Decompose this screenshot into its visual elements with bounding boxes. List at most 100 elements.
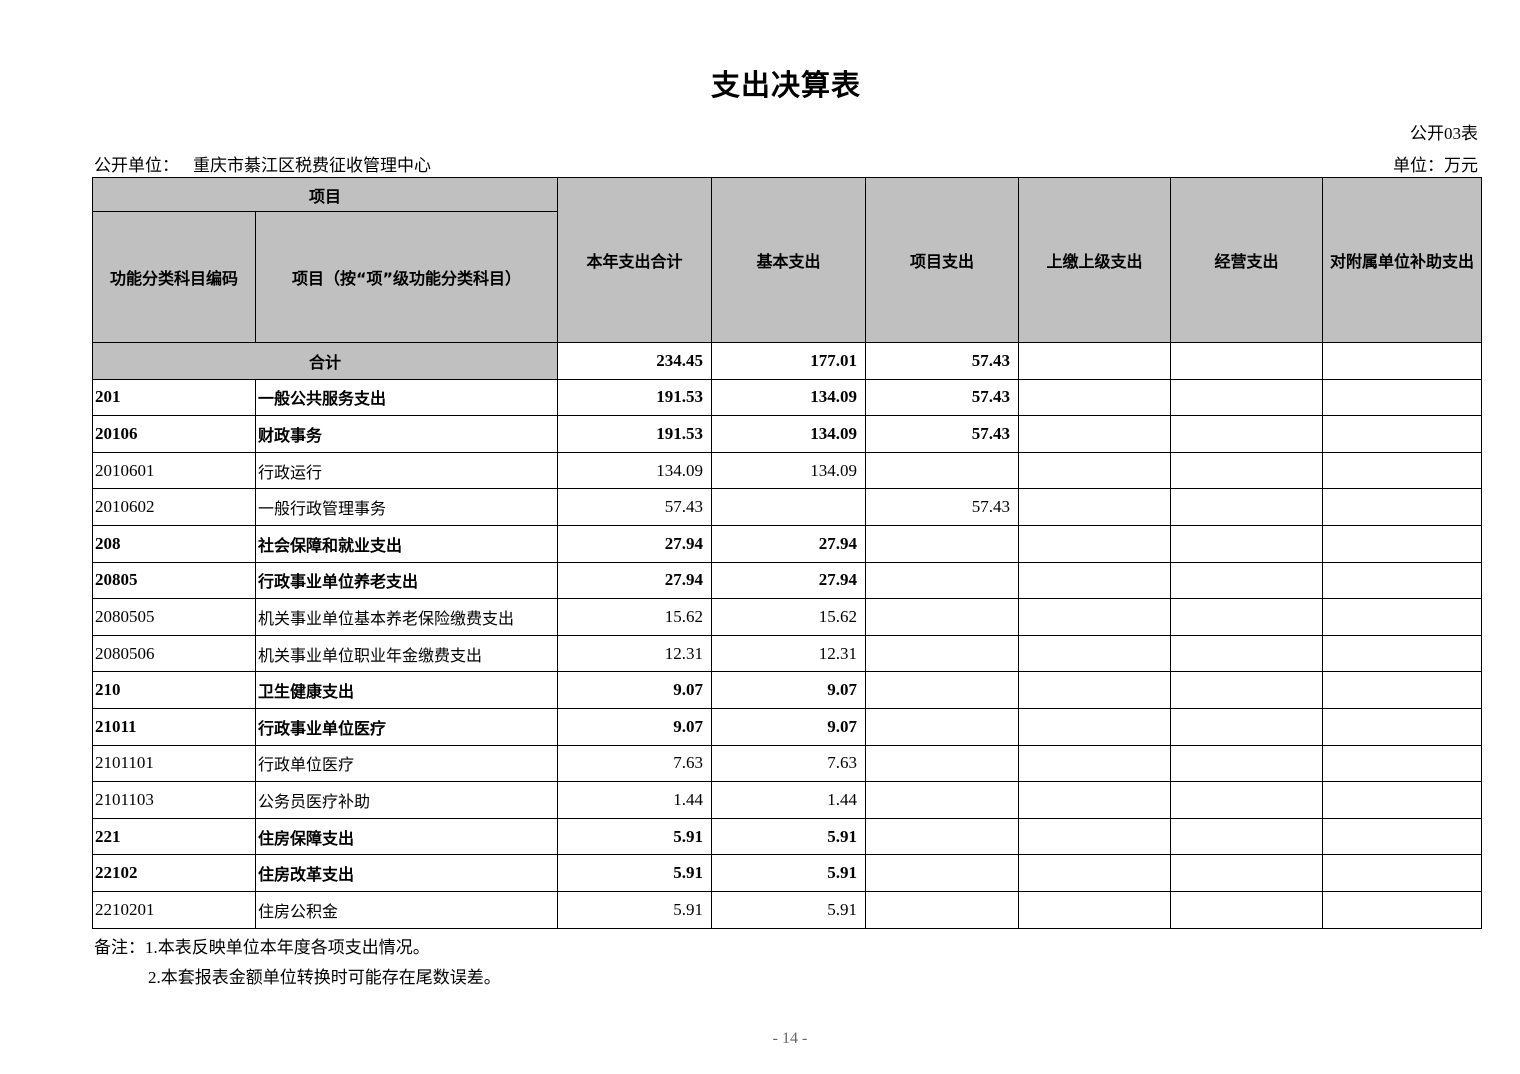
value-cell: 1.44 [557,781,713,819]
header-name: 项目（按“项”级功能分类科目） [254,211,559,343]
value-cell [865,744,1020,783]
table-row: 208 社会保障和就业支出 27.94 27.94 [92,524,1483,563]
header-col: 基本支出 [711,177,867,343]
value-cell [1018,488,1172,526]
value-cell [1322,854,1483,892]
value-cell: 57.43 [865,415,1020,453]
code-cell: 2080505 [92,598,256,636]
value-cell [1322,561,1483,600]
table-row: 2080506 机关事业单位职业年金缴费支出 12.31 12.31 [92,634,1483,673]
code-cell: 20106 [92,415,256,453]
header-col: 经营支出 [1170,177,1324,343]
value-cell [1322,781,1483,819]
total-cell: 177.01 [711,342,867,380]
value-cell: 5.91 [557,817,713,856]
value-cell [1170,707,1324,746]
reporting-unit: 公开单位： 重庆市綦江区税费征收管理中心 [94,151,445,176]
value-cell: 5.91 [557,890,713,929]
name-cell: 公务员医疗补助 [254,781,559,819]
value-cell: 1.44 [711,781,867,819]
value-cell [1322,817,1483,856]
value-cell [1322,707,1483,746]
value-cell: 134.09 [711,451,867,490]
value-cell: 5.91 [711,854,867,892]
value-cell: 27.94 [557,561,713,600]
table-row: 2210201 住房公积金 5.91 5.91 [92,890,1483,929]
code-cell: 2010602 [92,488,256,526]
total-cell: 234.45 [557,342,713,380]
value-cell [1170,524,1324,563]
code-cell: 221 [92,817,256,856]
value-cell: 5.91 [711,890,867,929]
value-cell [1170,378,1324,417]
header-item-group: 项目 [91,177,559,212]
value-cell: 57.43 [865,488,1020,526]
form-number: 公开03表 [1410,124,1478,143]
name-cell: 机关事业单位基本养老保险缴费支出 [254,598,559,636]
value-cell [1170,671,1324,709]
value-cell [1018,671,1172,709]
name-cell: 财政事务 [254,415,559,453]
value-cell [1322,451,1483,490]
name-cell: 行政事业单位医疗 [254,707,559,746]
value-cell: 7.63 [711,744,867,783]
value-cell [865,817,1020,856]
table-row: 2101103 公务员医疗补助 1.44 1.44 [92,781,1483,819]
value-cell [1018,781,1172,819]
value-cell [1018,451,1172,490]
value-cell: 134.09 [557,451,713,490]
total-cell: 57.43 [865,342,1020,380]
unit-label: 公开单位： [94,156,179,175]
value-cell [1170,781,1324,819]
header-col: 上缴上级支出 [1018,177,1172,343]
value-cell: 9.07 [711,707,867,746]
value-cell: 12.31 [557,634,713,673]
total-label: 合计 [91,342,559,380]
value-cell [1322,744,1483,783]
name-cell: 行政单位医疗 [254,744,559,783]
value-cell [1018,524,1172,563]
value-cell [1018,890,1172,929]
value-cell [1322,671,1483,709]
value-cell: 12.31 [711,634,867,673]
value-cell [865,781,1020,819]
value-cell: 9.07 [557,707,713,746]
value-cell [1018,561,1172,600]
value-cell [1322,890,1483,929]
value-cell [1170,744,1324,783]
value-cell: 15.62 [711,598,867,636]
value-cell [1018,854,1172,892]
value-cell [865,634,1020,673]
unit-name: 重庆市綦江区税费征收管理中心 [193,156,431,175]
table-row: 2010601 行政运行 134.09 134.09 [92,451,1483,490]
value-cell: 27.94 [711,561,867,600]
value-cell: 9.07 [557,671,713,709]
total-cell [1322,342,1483,380]
value-cell [865,524,1020,563]
value-cell [1170,854,1324,892]
value-cell: 27.94 [557,524,713,563]
value-cell [865,890,1020,929]
value-cell: 191.53 [557,415,713,453]
code-cell: 208 [92,524,256,563]
name-cell: 住房改革支出 [254,854,559,892]
value-cell [865,854,1020,892]
name-cell: 卫生健康支出 [254,671,559,709]
code-cell: 2101101 [92,744,256,783]
total-cell [1170,342,1324,380]
name-cell: 住房公积金 [254,890,559,929]
total-row: 合计 234.45 177.01 57.43 [91,342,1483,380]
value-cell [1322,488,1483,526]
code-cell: 201 [92,378,256,417]
code-cell: 210 [92,671,256,709]
table-row: 221 住房保障支出 5.91 5.91 [92,817,1483,856]
value-cell: 57.43 [865,378,1020,417]
value-cell [1170,890,1324,929]
value-cell [865,707,1020,746]
value-cell: 27.94 [711,524,867,563]
note-2: 2.本套报表金额单位转换时可能存在尾数误差。 [148,968,501,987]
value-cell [1170,817,1324,856]
header-col: 项目支出 [865,177,1020,343]
code-cell: 2101103 [92,781,256,819]
notes: 备注：1.本表反映单位本年度各项支出情况。 2.本套报表金额单位转换时可能存在尾… [94,933,501,993]
